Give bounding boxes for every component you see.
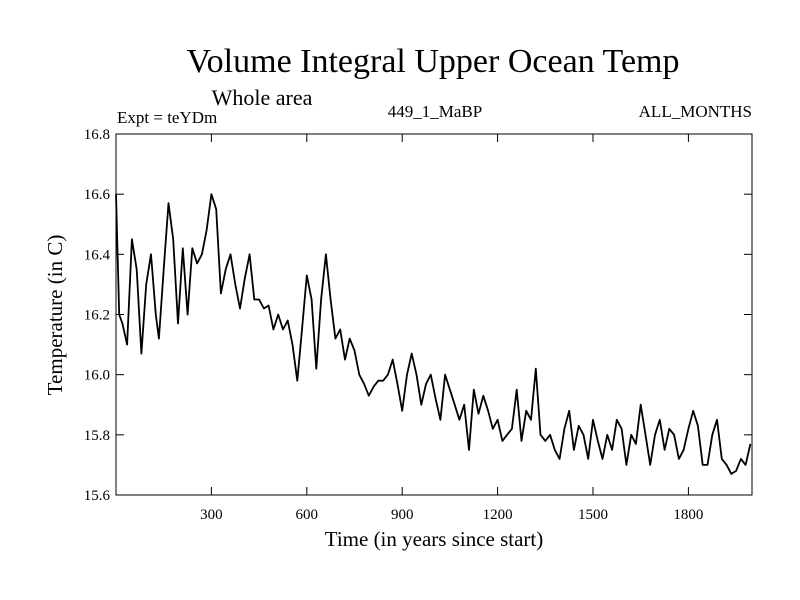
chart-subtitle: Whole area (212, 85, 313, 110)
y-tick-label: 16.2 (84, 308, 110, 324)
y-axis: 15.6 15.8 16.0 16.2 16.4 16.6 16.8 (84, 127, 752, 504)
x-tick-label: 1800 (673, 507, 703, 523)
y-tick-label: 16.6 (84, 187, 111, 203)
season-label: ALL_MONTHS (639, 102, 752, 121)
y-tick-label: 16.0 (84, 368, 110, 384)
y-axis-label: Temperature (in C) (43, 235, 67, 396)
experiment-label: Expt = teYDm (117, 108, 217, 127)
x-tick-label: 1500 (578, 507, 608, 523)
temperature-series-line (115, 193, 752, 475)
x-tick-label: 900 (391, 507, 414, 523)
y-tick-label: 15.8 (84, 428, 110, 444)
plot-frame (115, 133, 753, 496)
y-tick-label: 16.8 (84, 127, 110, 143)
x-tick-label: 600 (296, 507, 319, 523)
x-tick-label: 1200 (483, 507, 513, 523)
run-label: 449_1_MaBP (388, 102, 482, 121)
y-tick-label: 16.4 (84, 247, 111, 263)
chart-title: Volume Integral Upper Ocean Temp (187, 43, 680, 80)
y-tick-label: 15.6 (84, 488, 111, 504)
x-axis-label: Time (in years since start) (325, 527, 544, 551)
x-tick-label: 300 (200, 507, 223, 523)
x-axis: 300 600 900 1200 1500 1800 (200, 134, 703, 523)
